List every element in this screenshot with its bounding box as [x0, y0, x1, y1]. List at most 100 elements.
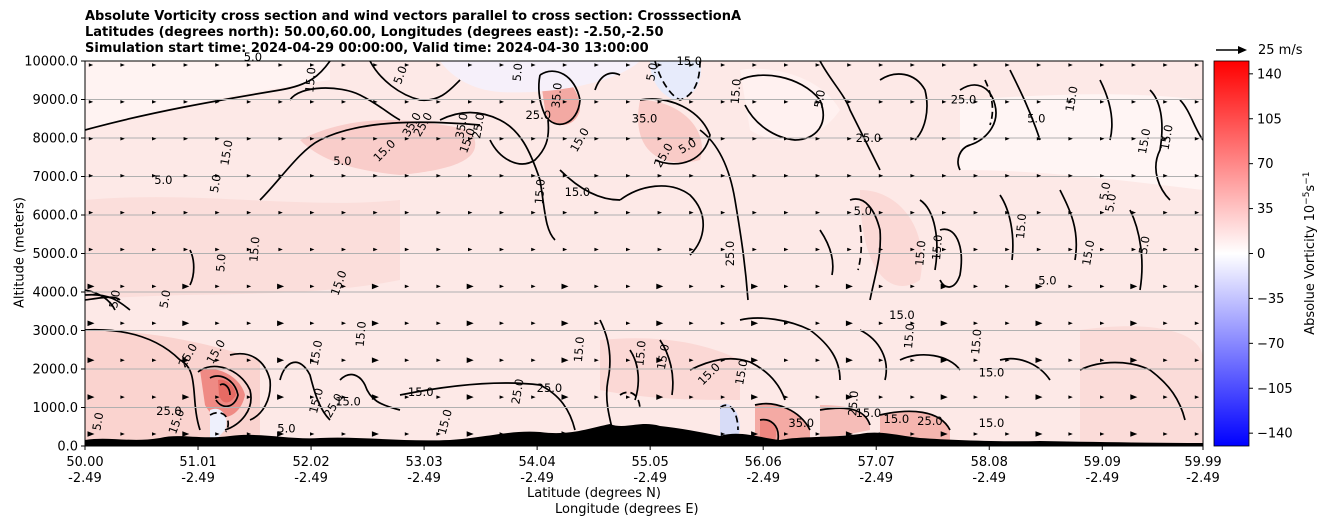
wind-vector [878, 247, 884, 252]
contour-label: 15.0 [1079, 239, 1097, 267]
wind-vector [1163, 284, 1168, 289]
wind-vector [626, 210, 631, 215]
wind-vector [562, 247, 568, 252]
wind-vector [845, 320, 853, 327]
wind-vector [466, 394, 474, 400]
wind-vector [815, 321, 820, 326]
wind-vector [531, 173, 536, 178]
contour-label: 15.0 [632, 340, 648, 367]
wind-vector [404, 137, 410, 141]
wind-vector [373, 137, 378, 141]
contour-label: 5.0 [213, 253, 229, 272]
wind-vector [183, 100, 188, 104]
wind-vector [87, 394, 95, 400]
wind-vector [815, 210, 820, 215]
wind-vector [594, 358, 599, 362]
wind-vector [120, 137, 125, 141]
wind-vector [499, 100, 504, 104]
wind-vector [152, 63, 157, 67]
wind-vector [278, 247, 283, 252]
wind-vector [626, 321, 631, 326]
contour-label: 5.0 [643, 62, 660, 82]
wind-vector [561, 320, 569, 327]
wind-vector [910, 358, 915, 362]
y-tick-label: 10000.0 [24, 55, 78, 70]
wind-vector [845, 357, 853, 363]
wind-vector [720, 100, 726, 104]
contour-label: 15.0 [979, 416, 1005, 430]
wind-vector [878, 432, 884, 436]
wind-vector [751, 394, 759, 400]
x-axis-ticks: 50.00-2.4951.01-2.4952.02-2.4953.03-2.49… [66, 446, 1222, 486]
contour-label: 15.0 [884, 412, 910, 426]
wind-vector [499, 284, 504, 289]
contour-label: 15.0 [532, 178, 548, 205]
wind-vector [657, 247, 662, 252]
wind-vector [404, 247, 410, 252]
contour-label: 5.0 [1027, 112, 1045, 126]
wind-vector [847, 210, 852, 215]
colorbar-tick-label: 105 [1257, 112, 1282, 127]
wind-vector [594, 137, 599, 141]
wind-vector [689, 210, 694, 215]
wind-vector [310, 210, 315, 215]
wind-vector [531, 395, 536, 399]
wind-vector [594, 321, 599, 326]
wind-vector [562, 137, 568, 141]
wind-vector [657, 137, 662, 141]
wind-vector [120, 173, 125, 178]
contour-label: 25.0 [951, 92, 977, 106]
wind-vector [246, 173, 252, 178]
wind-vector [910, 284, 915, 289]
wind-vector [878, 173, 884, 178]
wind-vector [910, 137, 915, 141]
contour-label: 15.0 [1013, 213, 1029, 240]
wind-vector [373, 63, 378, 67]
wind-vector [404, 395, 410, 399]
wind-vector [531, 100, 536, 104]
wind-vector [1068, 395, 1073, 399]
contour-label: 5.0 [1102, 193, 1119, 213]
wind-vector [1035, 431, 1043, 437]
x-axis-label-latitude: Latitude (degrees N) [527, 486, 661, 501]
wind-vector [341, 284, 346, 289]
wind-vector [910, 321, 915, 326]
wind-vector [468, 63, 473, 67]
wind-vector [784, 321, 789, 326]
contour-label: 5.0 [1136, 235, 1153, 255]
wind-vector [468, 210, 473, 215]
wind-vector [1100, 63, 1105, 67]
contour-label: 15.0 [1157, 123, 1175, 151]
wind-vector [152, 432, 157, 436]
x-axis-label-longitude: Longitude (degrees E) [555, 502, 699, 517]
x-tick-label-lon: -2.49 [520, 471, 554, 486]
y-tick-label: 6000.0 [33, 209, 79, 224]
y-tick-label: 4000.0 [33, 286, 79, 301]
reference-vector [1216, 46, 1247, 54]
wind-vector [278, 173, 283, 178]
wind-vector [940, 431, 948, 437]
wind-vector [752, 137, 757, 141]
wind-vector [1130, 394, 1138, 400]
contour-label: 15.0 [571, 336, 587, 363]
wind-vector [1035, 320, 1043, 327]
wind-vector [215, 432, 220, 436]
contour-label: 25.0 [525, 108, 551, 122]
contour-label: 25.0 [469, 112, 487, 140]
wind-vector [182, 357, 190, 363]
wind-vector [1100, 247, 1105, 252]
wind-vector [973, 247, 978, 252]
wind-vector [657, 100, 662, 104]
wind-vector [942, 137, 947, 141]
wind-vector [940, 320, 948, 327]
wind-vector [215, 321, 220, 326]
wind-vector [341, 100, 346, 104]
contour-label: 5.0 [207, 173, 224, 193]
wind-vector [973, 100, 978, 104]
wind-vector [720, 137, 726, 141]
wind-vector [152, 173, 157, 178]
colorbar [1214, 61, 1249, 446]
wind-vector [341, 210, 346, 215]
wind-vector [404, 432, 410, 436]
contour-label: 5.0 [854, 204, 872, 218]
